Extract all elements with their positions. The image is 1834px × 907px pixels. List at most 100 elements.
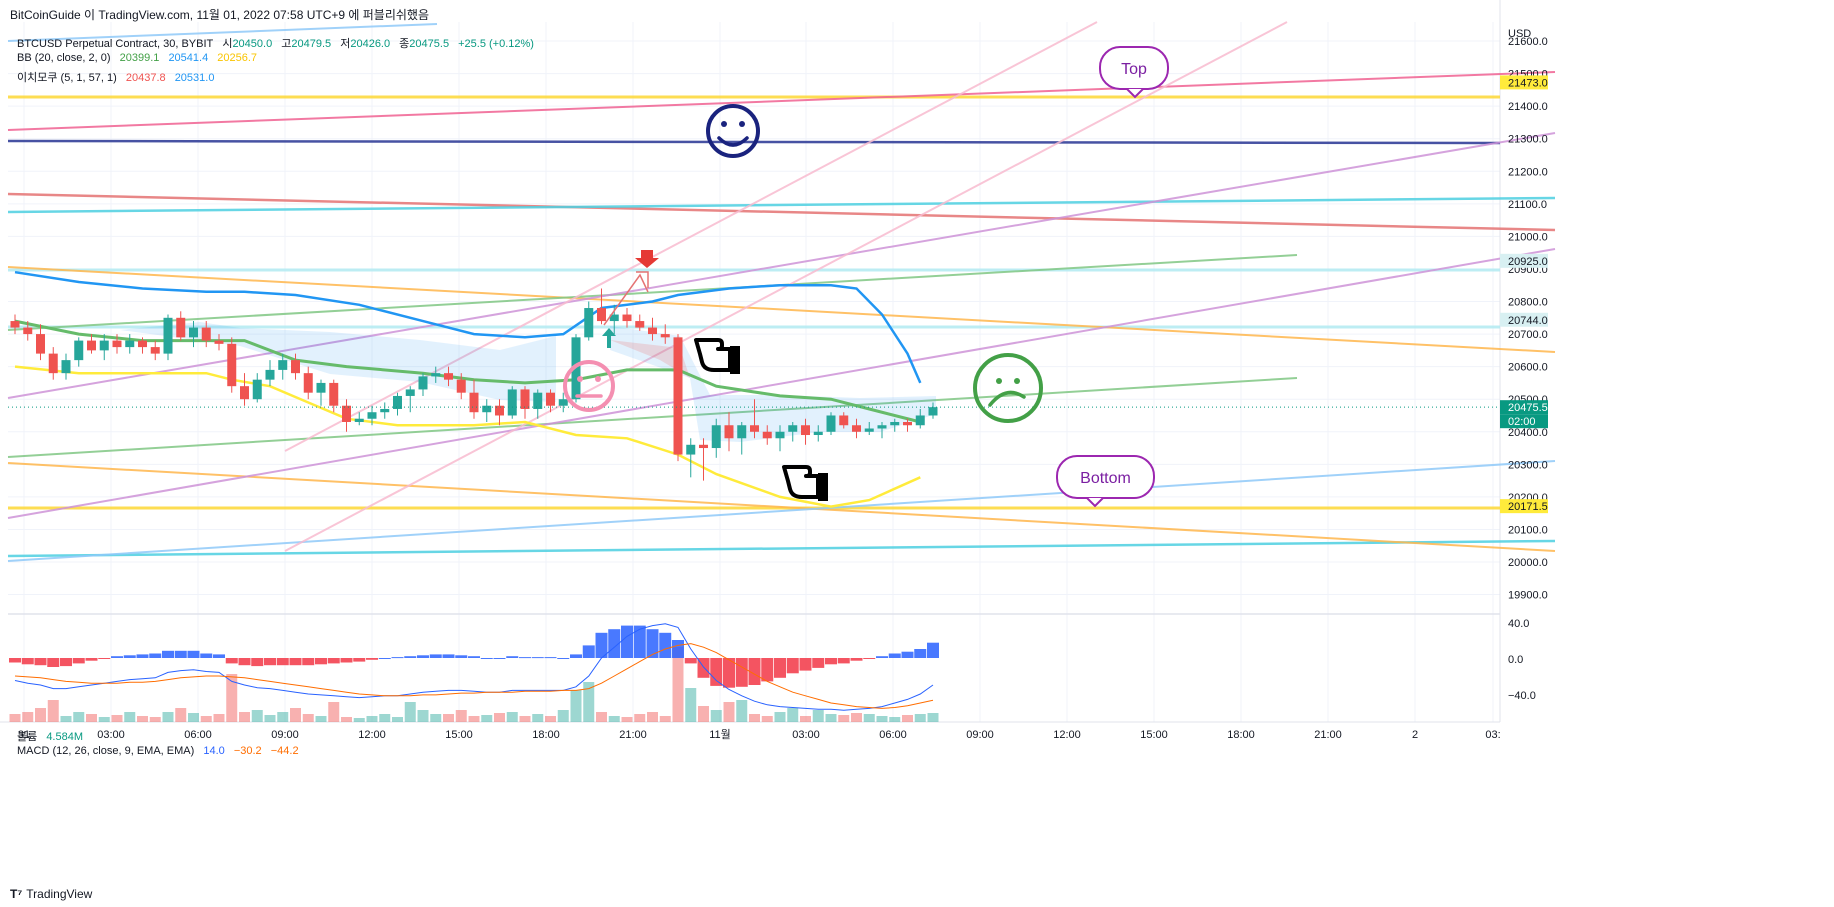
candle-body bbox=[507, 389, 517, 416]
macd-histogram-bar bbox=[914, 649, 927, 658]
volume-bar bbox=[35, 708, 46, 722]
tradingview-footer[interactable]: T⁷ TradingView bbox=[10, 887, 92, 901]
volume-bar bbox=[404, 702, 416, 722]
candle-body bbox=[380, 408, 390, 413]
candle-body bbox=[915, 415, 925, 426]
price-flag-label: 21473.0 bbox=[1508, 77, 1548, 89]
candle-body bbox=[584, 308, 594, 338]
candle-body bbox=[495, 405, 504, 416]
callout-label: Bottom bbox=[1080, 470, 1131, 487]
macd-histogram-bar bbox=[519, 657, 531, 659]
macd-histogram-bar bbox=[47, 658, 60, 667]
time-axis-label: 06:00 bbox=[879, 729, 907, 741]
candle-body bbox=[87, 340, 96, 351]
candle-body bbox=[125, 340, 135, 348]
candle-body bbox=[533, 392, 543, 409]
macd-histogram-bar bbox=[723, 658, 735, 688]
hand-cuff bbox=[730, 346, 740, 374]
volume-bar bbox=[838, 715, 850, 722]
macd-histogram-bar bbox=[302, 658, 315, 666]
time-axis-label: 18:00 bbox=[1227, 729, 1255, 741]
legend-bb[interactable]: BB (20, close, 2, 0) 20399.1 20541.4 202… bbox=[17, 52, 263, 64]
macd-histogram-bar bbox=[404, 656, 417, 658]
candle-body bbox=[163, 317, 173, 354]
legend-ichimoku[interactable]: 이치모쿠 (5, 1, 57, 1) 20437.8 20531.0 bbox=[17, 69, 220, 85]
footer-brand: TradingView bbox=[26, 887, 93, 901]
macd-histogram-bar bbox=[455, 655, 468, 658]
macd-histogram-bar bbox=[595, 632, 608, 658]
macd-histogram-bar bbox=[748, 658, 761, 685]
volume-bar bbox=[366, 716, 378, 722]
macd-value: 14.0 bbox=[203, 745, 225, 757]
trend-line bbox=[7, 71, 1556, 131]
candle-body bbox=[864, 428, 874, 432]
candle-body bbox=[648, 327, 657, 335]
callout-bubble bbox=[1056, 455, 1155, 499]
candle-body bbox=[444, 373, 453, 380]
candle-body bbox=[342, 405, 351, 422]
time-axis-label: 09:00 bbox=[271, 729, 299, 741]
price-axis-currency: USD bbox=[1508, 28, 1531, 40]
legend-macd[interactable]: MACD (12, 26, close, 9, EMA, EMA) 14.0 −… bbox=[17, 745, 305, 757]
legend-volume[interactable]: 볼륨 4.584M bbox=[17, 728, 89, 744]
macd-histogram-bar bbox=[264, 658, 276, 666]
volume-bar bbox=[825, 714, 837, 722]
volume-bar bbox=[379, 714, 391, 722]
candle-body bbox=[74, 340, 84, 361]
candle-body bbox=[10, 321, 20, 328]
macd-histogram-bar bbox=[684, 658, 697, 664]
macd-signal-value: −30.2 bbox=[233, 745, 262, 757]
publisher-line: BitCoinGuide 이 TradingView.com, 11월 01, … bbox=[10, 8, 429, 22]
bb-label: BB (20, close, 2, 0) bbox=[17, 52, 111, 64]
macd-histogram-bar bbox=[200, 653, 213, 658]
ohlc-change: +25.5 (+0.12%) bbox=[458, 38, 534, 50]
volume-bar bbox=[302, 714, 314, 722]
volume-bar bbox=[889, 717, 901, 722]
time-axis-label: 15:00 bbox=[445, 729, 473, 741]
price-flag bbox=[1500, 253, 1548, 268]
volume-bar bbox=[277, 712, 289, 722]
candle-body bbox=[303, 373, 313, 393]
macd-histogram-bar bbox=[710, 658, 723, 686]
volume-bar bbox=[876, 716, 888, 722]
time-axis-label: 12:00 bbox=[358, 729, 386, 741]
price-axis-tick: 21200.0 bbox=[1508, 166, 1548, 178]
volume-bar bbox=[812, 710, 824, 722]
volume-bar bbox=[787, 708, 799, 722]
candle-body bbox=[520, 389, 530, 409]
macd-histogram-bar bbox=[761, 658, 774, 682]
volume-bar bbox=[749, 714, 760, 722]
cloud-area bbox=[610, 340, 690, 378]
macd-histogram-bar bbox=[174, 650, 187, 658]
volume-bar bbox=[98, 717, 110, 722]
macd-histogram-bar bbox=[60, 658, 72, 667]
face-eye bbox=[577, 376, 583, 382]
macd-histogram-bar bbox=[468, 656, 480, 658]
macd-histogram-bar bbox=[442, 654, 455, 658]
volume-bar bbox=[468, 716, 480, 722]
candle-body bbox=[826, 415, 836, 432]
bottom-callout: Bottom bbox=[1056, 455, 1155, 508]
volume-bar bbox=[290, 708, 301, 722]
time-axis-label: 09:00 bbox=[966, 729, 994, 741]
hand-shape bbox=[694, 338, 732, 372]
volume-bar bbox=[47, 700, 59, 722]
candle-body bbox=[240, 386, 249, 400]
symbol-title[interactable]: BTCUSD Perpetual Contract, 30, BYBIT bbox=[17, 38, 214, 50]
trend-line bbox=[7, 460, 1556, 562]
volume-bar bbox=[22, 712, 34, 722]
candle-body bbox=[367, 412, 377, 419]
time-axis-label: 11월 bbox=[709, 728, 731, 741]
happy-face-icon bbox=[706, 104, 760, 158]
price-flag bbox=[1500, 312, 1548, 327]
volume-bar bbox=[698, 706, 709, 722]
candle-body bbox=[329, 382, 339, 406]
volume-bar bbox=[583, 682, 595, 722]
time-axis-label: 21:00 bbox=[1314, 729, 1342, 741]
volume-bar bbox=[672, 647, 684, 722]
price-flag-label: 02:00 bbox=[1508, 416, 1536, 428]
volume-bar bbox=[443, 714, 454, 722]
macd-histogram-bar bbox=[531, 657, 544, 659]
face-eye bbox=[595, 376, 601, 382]
